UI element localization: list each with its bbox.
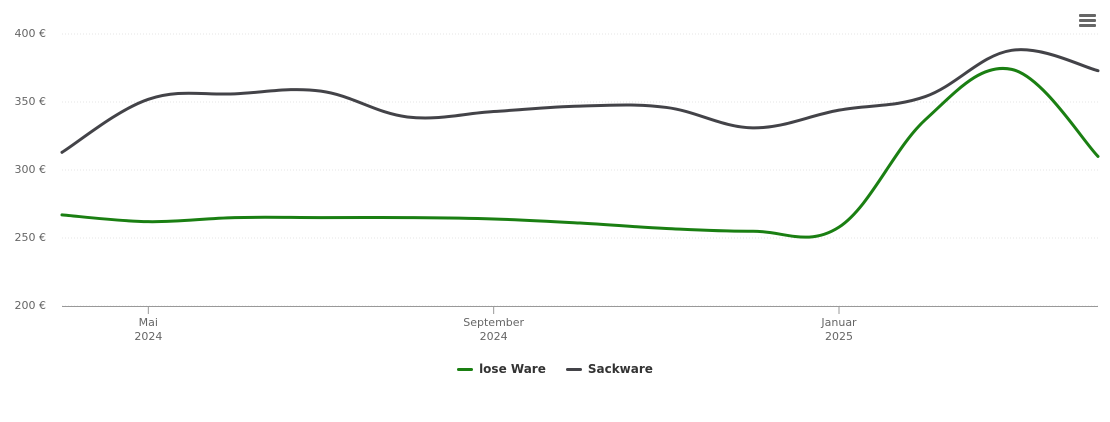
menu-button[interactable] (1078, 12, 1098, 30)
legend-item: lose Ware (457, 362, 546, 376)
series-line (60, 66, 1100, 239)
y-tick-label: 350 € (15, 95, 47, 108)
x-tick-label: Mai 2024 (134, 316, 163, 343)
legend-swatch (565, 367, 582, 371)
legend-label: lose Ware (479, 362, 546, 376)
x-tick-label: Januar 2025 (821, 316, 857, 343)
y-tick-label: 300 € (15, 163, 47, 176)
y-tick-label: 250 € (15, 231, 47, 244)
legend-item: Sackware (565, 362, 653, 376)
x-tick-label: September 2024 (463, 316, 525, 343)
legend-swatch (457, 367, 474, 371)
series-line (60, 48, 1100, 154)
y-tick-label: 400 € (15, 27, 47, 40)
legend-label: Sackware (587, 362, 653, 376)
legend: lose Ware Sackware (0, 362, 1110, 376)
y-tick-label: 200 € (15, 299, 47, 312)
